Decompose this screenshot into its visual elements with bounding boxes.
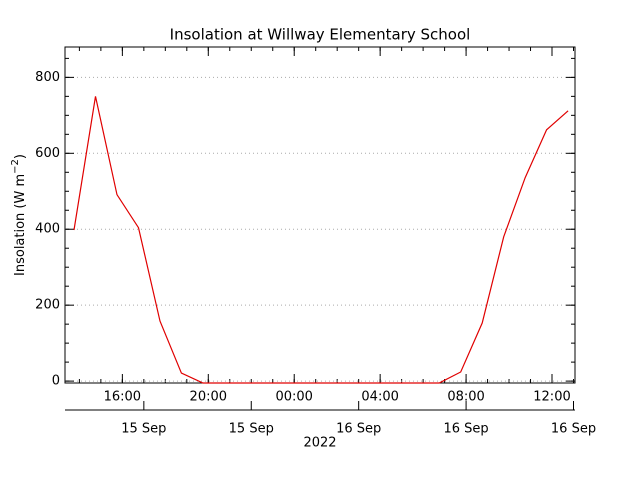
x-tick-label: 20:00: [190, 390, 227, 405]
date-tick-label: 16 Sep: [336, 422, 381, 437]
y-tick-label: 200: [35, 298, 60, 313]
y-tick-label: 600: [35, 146, 60, 161]
date-tick-label: 15 Sep: [121, 422, 166, 437]
x-tick-label: 12:00: [533, 390, 570, 405]
date-tick-label: 15 Sep: [229, 422, 274, 437]
y-label-text: Insolation (W m: [13, 174, 28, 276]
y-tick-label: 800: [35, 70, 60, 85]
x-tick-label: 08:00: [447, 390, 484, 405]
date-tick-label: 16 Sep: [551, 422, 596, 437]
x-axis-label: 2022: [303, 436, 336, 451]
data-line: [73, 96, 569, 384]
plot-frame: [64, 46, 576, 384]
x-tick-label: 00:00: [275, 390, 312, 405]
chart-title: Insolation at Willway Elementary School: [170, 26, 471, 44]
x-tick-label: 16:00: [104, 390, 141, 405]
y-tick-label: 0: [52, 374, 60, 389]
y-label-suffix: ): [13, 154, 28, 159]
y-tick-label: 400: [35, 222, 60, 237]
y-label-superscript: −2: [10, 159, 21, 174]
y-axis-label: Insolation (W m−2): [10, 154, 28, 276]
date-tick-label: 16 Sep: [443, 422, 488, 437]
x-tick-label: 04:00: [361, 390, 398, 405]
